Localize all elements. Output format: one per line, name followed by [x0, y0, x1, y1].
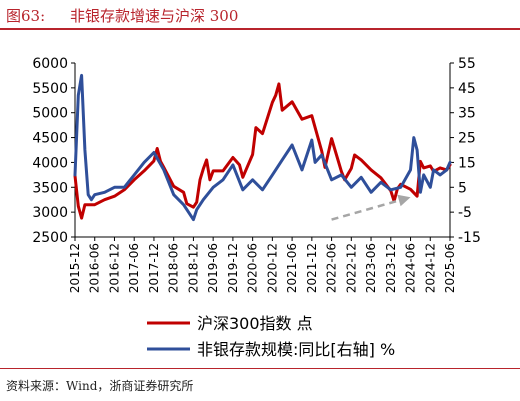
- left-y-tick-label: 3500: [32, 180, 68, 196]
- figure-footer: 资料来源：Wind，浙商证券研究所: [0, 368, 520, 401]
- x-tick-label: 2021-06: [285, 243, 299, 293]
- x-tick-label: 2024-12: [423, 243, 437, 293]
- x-tick-label: 2021-12: [305, 243, 319, 293]
- source-note: 资料来源：Wind，浙商证券研究所: [6, 379, 194, 393]
- left-y-tick-label: 2500: [32, 230, 68, 246]
- right-y-tick-label: 15: [458, 155, 476, 171]
- right-y-tick-label: 45: [458, 81, 476, 97]
- legend-label: 沪深300指数 点: [197, 314, 313, 333]
- x-tick-label: 2015-12: [68, 243, 82, 293]
- right-y-tick-label: 35: [458, 106, 476, 122]
- left-y-tick-label: 5000: [32, 106, 68, 122]
- left-y-tick-label: 4000: [32, 155, 68, 171]
- x-tick-label: 2023-06: [364, 243, 378, 293]
- trend-arrow-head: [397, 194, 411, 207]
- series-layer: [73, 73, 452, 222]
- x-tick-label: 2020-06: [246, 243, 260, 293]
- nonbank-deposit-yoy-line: [73, 73, 452, 222]
- x-tick-label: 2022-06: [325, 243, 339, 293]
- annotation-layer: [331, 194, 411, 221]
- right-y-tick-label: 25: [458, 131, 476, 147]
- x-tick-label: 2017-06: [127, 243, 141, 293]
- x-tick-label: 2025-06: [443, 243, 457, 293]
- figure-header: 图63: 非银存款增速与沪深 300: [0, 0, 520, 30]
- x-tick-label: 2020-12: [265, 243, 279, 293]
- x-tick-label: 2016-06: [88, 243, 102, 293]
- x-tick-label: 2022-12: [344, 243, 358, 293]
- x-tick-label: 2016-12: [107, 243, 121, 293]
- figure-title: 非银存款增速与沪深 300: [70, 7, 239, 25]
- dual-axis-line-chart: 2500 3000 3500 4000 4500 5000 5500 6000 -15 -5 5 15…: [32, 56, 481, 359]
- x-tick-label: 2024-06: [404, 243, 418, 293]
- x-tick-label: 2018-12: [186, 243, 200, 293]
- trend-arrow-shaft: [331, 198, 403, 221]
- left-y-tick-label: 3000: [32, 205, 68, 221]
- x-tick-label: 2017-12: [147, 243, 161, 293]
- legend-label: 非银存款规模:同比[右轴] %: [197, 340, 395, 359]
- x-tick-label: 2019-12: [226, 243, 240, 293]
- chart-axes: 2500 3000 3500 4000 4500 5000 5500 6000 -15 -5 5 15…: [32, 56, 481, 293]
- right-y-tick-label: -5: [458, 205, 472, 221]
- csi300-index-line: [73, 82, 452, 220]
- left-y-tick-label: 5500: [32, 81, 68, 97]
- x-tick-label: 2023-12: [384, 243, 398, 293]
- left-y-tick-label: 4500: [32, 131, 68, 147]
- right-y-tick-label: -15: [458, 230, 481, 246]
- x-tick-label: 2018-06: [167, 243, 181, 293]
- figure-label: 图63:: [6, 7, 46, 25]
- right-y-tick-label: 5: [458, 180, 467, 196]
- right-y-tick-label: 55: [458, 56, 476, 72]
- x-tick-label: 2019-06: [206, 243, 220, 293]
- left-y-tick-label: 6000: [32, 56, 68, 72]
